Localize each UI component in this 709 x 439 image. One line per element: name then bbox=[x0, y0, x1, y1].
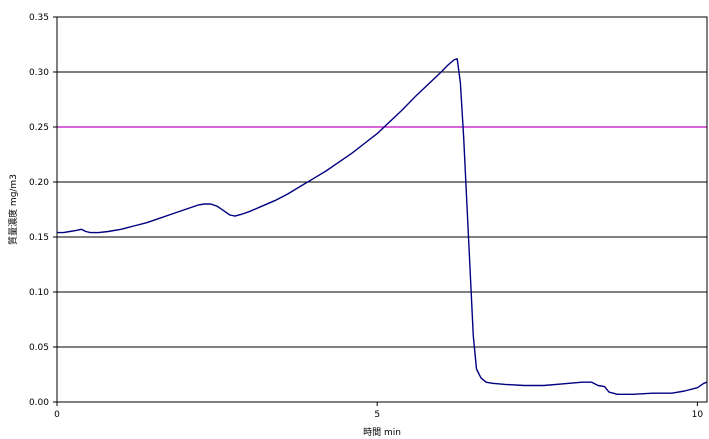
series-layer bbox=[57, 58, 708, 395]
y-axis-tick-labels: 0.00 0.05 0.10 0.15 0.20 0.25 0.30 0.35 bbox=[29, 13, 57, 408]
grid-lines bbox=[57, 71, 707, 348]
y-tick-label: 0.00 bbox=[29, 398, 49, 408]
x-tick-label: 5 bbox=[374, 410, 380, 420]
x-axis-title: 時間 min bbox=[363, 427, 401, 438]
y-axis-title: 質量濃度 mg/m3 bbox=[7, 174, 19, 245]
y-tick-label: 0.20 bbox=[29, 178, 49, 188]
x-tick-label: 0 bbox=[54, 410, 60, 420]
y-tick-label: 0.10 bbox=[29, 288, 49, 298]
y-tick-label: 0.30 bbox=[29, 68, 49, 78]
series-line bbox=[57, 58, 708, 395]
y-tick-label: 0.05 bbox=[29, 343, 49, 353]
y-tick-label: 0.35 bbox=[29, 13, 49, 23]
y-tick-label: 0.25 bbox=[29, 123, 49, 133]
plot-frame bbox=[56, 16, 708, 403]
x-axis-tick-labels: 0 5 10 bbox=[54, 402, 703, 420]
y-tick-label: 0.15 bbox=[29, 233, 49, 243]
x-tick-label: 10 bbox=[692, 410, 704, 420]
